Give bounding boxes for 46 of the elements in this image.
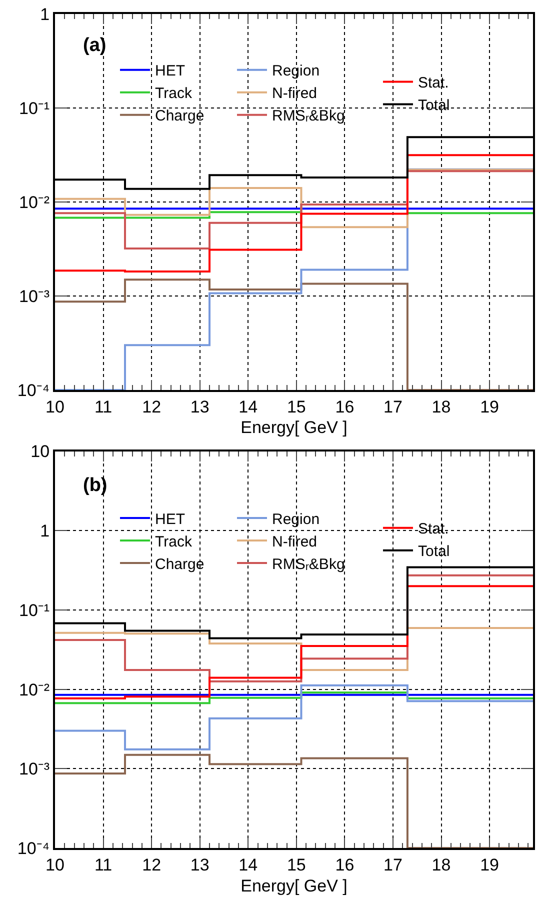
legend-label: RMSᵣ&Bkg <box>272 556 345 573</box>
legend-label: N-fired <box>272 85 318 102</box>
annotation: (b) <box>83 475 108 496</box>
legend-label: HET <box>155 62 185 80</box>
x-tick-label: 13 <box>190 397 210 416</box>
y-tick-label: 10⁻¹ <box>19 600 50 620</box>
x-tick-label: 17 <box>384 397 402 416</box>
y-tick-label: 1 <box>40 522 50 541</box>
y-tick-label: 10⁻³ <box>19 760 50 779</box>
y-tick-label: 10⁻⁴ <box>17 380 50 400</box>
y-tick-label: 1 <box>40 4 50 24</box>
x-tick-label: 12 <box>142 855 162 874</box>
x-tick-label: 18 <box>432 855 451 874</box>
y-tick-label: 10 <box>30 442 50 462</box>
x-tick-label: 14 <box>238 397 258 416</box>
x-tick-label: 16 <box>335 397 354 416</box>
legend-label: Track <box>155 85 192 102</box>
legend-label: Total <box>418 543 450 560</box>
legend-label: Track <box>155 533 192 550</box>
legend-label: HET <box>155 510 185 528</box>
legend-label: Region <box>272 510 320 528</box>
x-tick-label: 18 <box>432 397 451 416</box>
x-tick-label: 13 <box>190 855 210 874</box>
y-tick-label: 10⁻² <box>19 680 50 700</box>
x-tick-label: 17 <box>384 855 402 874</box>
legend-label: Charge <box>155 108 204 125</box>
y-tick-label: 10⁻³ <box>19 286 50 306</box>
x-axis-title: Energy[ GeV ] <box>240 418 348 438</box>
x-axis-title: Energy[ GeV ] <box>240 876 348 896</box>
x-tick-label: 14 <box>238 855 258 874</box>
x-tick-label: 11 <box>94 397 112 416</box>
x-tick-label: 15 <box>286 397 306 416</box>
legend-label: N-fired <box>272 533 318 550</box>
x-tick-label: 19 <box>480 397 500 416</box>
x-tick-label: 11 <box>94 855 112 874</box>
x-tick-label: 19 <box>480 855 500 874</box>
x-tick-label: 16 <box>335 855 354 874</box>
x-tick-label: 15 <box>286 855 306 874</box>
y-tick-label: 10⁻¹ <box>19 98 50 118</box>
x-tick-label: 12 <box>142 397 162 416</box>
legend-label: Stat. <box>418 74 449 92</box>
y-tick-label: 10⁻² <box>19 192 50 212</box>
legend-label: RMSᵣ&Bkg <box>272 108 345 125</box>
legend-label: Region <box>272 62 320 80</box>
legend-label: Charge <box>155 556 204 573</box>
y-tick-label: 10⁻⁴ <box>17 838 50 858</box>
